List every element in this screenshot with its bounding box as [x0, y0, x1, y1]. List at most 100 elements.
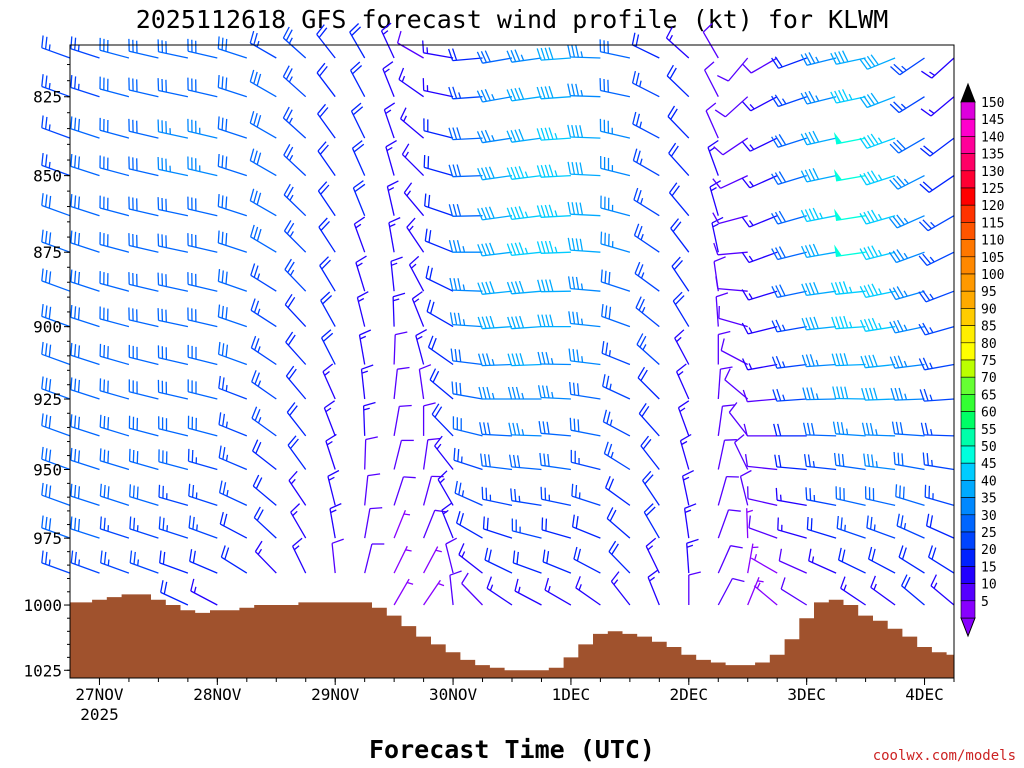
- barb-feather: [222, 38, 223, 50]
- barb-feather: [75, 271, 76, 283]
- colorbar-swatch: [961, 515, 975, 532]
- barb-feather: [75, 195, 76, 207]
- barb-feather: [49, 345, 50, 357]
- barb-feather: [42, 551, 43, 563]
- colorbar-swatch: [961, 549, 975, 566]
- plot-area: [42, 23, 954, 678]
- colorbar-label: 90: [981, 302, 997, 317]
- barb-half-feather: [226, 385, 227, 391]
- barb-feather: [403, 477, 415, 478]
- colorbar-label: 20: [981, 543, 997, 558]
- barb-feather: [193, 485, 194, 497]
- barb-feather: [104, 416, 105, 428]
- barb-feather: [75, 379, 76, 391]
- barb-half-feather: [197, 525, 198, 531]
- barb-feather: [75, 118, 76, 130]
- barb-feather: [42, 153, 43, 165]
- barb-feather: [902, 453, 903, 465]
- barb-feather: [574, 419, 575, 431]
- barb-half-feather: [79, 560, 80, 566]
- barb-feather: [546, 519, 547, 531]
- colorbar-label: 120: [981, 199, 1004, 214]
- barb-feather: [71, 343, 72, 355]
- colorbar-label: 25: [981, 526, 997, 541]
- wind-barb: [42, 413, 70, 436]
- colorbar-label: 35: [981, 492, 997, 507]
- barb-feather: [570, 418, 571, 430]
- colorbar: 1501451401351301251201151101051009590858…: [961, 84, 1004, 636]
- colorbar-swatch: [961, 480, 975, 497]
- barb-feather: [42, 36, 43, 48]
- colorbar-swatch: [961, 136, 975, 153]
- y-tick-label: 825: [33, 88, 62, 107]
- barb-staff: [42, 281, 70, 291]
- barb-half-feather: [79, 84, 80, 90]
- colorbar-swatch: [961, 205, 975, 222]
- barb-feather: [218, 194, 219, 206]
- barb-feather: [46, 37, 47, 49]
- barb-feather: [46, 117, 47, 129]
- credit-link[interactable]: coolwx.com/models: [873, 748, 1016, 764]
- barb-feather: [42, 74, 43, 86]
- barb-feather: [108, 486, 109, 498]
- barb-staff: [42, 206, 70, 216]
- colorbar-label: 95: [981, 285, 997, 300]
- barb-feather: [222, 195, 223, 207]
- barb-feather: [42, 413, 43, 425]
- colorbar-swatch: [961, 291, 975, 308]
- y-tick-label: 925: [33, 390, 62, 409]
- barb-feather: [896, 484, 897, 496]
- barb-feather: [578, 419, 579, 431]
- colorbar-swatch: [961, 377, 975, 394]
- wind-barb: [42, 269, 70, 292]
- barb-feather: [71, 517, 72, 529]
- barb-feather: [71, 36, 72, 48]
- barb-half-feather: [610, 350, 611, 356]
- barb-feather: [71, 270, 72, 282]
- x-tick-label: 30NOV: [429, 685, 478, 704]
- barb-feather: [49, 271, 50, 283]
- barb-feather: [456, 382, 457, 394]
- barb-feather: [137, 487, 138, 499]
- barb-feather: [79, 272, 80, 284]
- barb-feather: [104, 450, 105, 462]
- barb-half-feather: [670, 35, 673, 40]
- colorbar-swatch: [961, 412, 975, 429]
- barb-feather: [454, 448, 455, 460]
- barb-feather: [46, 484, 47, 496]
- colorbar-swatch: [961, 326, 975, 343]
- barb-feather: [46, 552, 47, 564]
- x-tick-label: 2DEC: [670, 685, 709, 704]
- colorbar-swatch: [961, 240, 975, 257]
- wind-barb: [42, 36, 70, 59]
- barb-feather: [226, 197, 227, 209]
- barb-half-feather: [874, 525, 875, 531]
- colorbar-swatch: [961, 257, 975, 274]
- barb-half-feather: [167, 525, 168, 531]
- barb-feather: [71, 305, 72, 317]
- barb-staff: [42, 48, 70, 58]
- barb-feather: [605, 271, 606, 283]
- barb-half-feather: [427, 47, 428, 53]
- barb-feather: [46, 343, 47, 355]
- colorbar-swatch: [961, 274, 975, 291]
- wind-profile-chart: 2025112618 GFS forecast wind profile (kt…: [0, 0, 1024, 768]
- barb-feather: [810, 488, 811, 500]
- barb-feather: [46, 270, 47, 282]
- barb-feather: [42, 116, 43, 128]
- barb-feather: [100, 448, 101, 460]
- colorbar-label: 110: [981, 234, 1004, 249]
- x-tick-label: 29NOV: [311, 685, 360, 704]
- barb-feather: [79, 233, 80, 245]
- colorbar-label: 5: [981, 595, 989, 610]
- barb-feather: [218, 231, 219, 243]
- barb-feather: [79, 486, 80, 498]
- colorbar-label: 45: [981, 457, 997, 472]
- barb-feather: [49, 196, 50, 208]
- x-axis-title: Forecast Time (UTC): [369, 735, 655, 764]
- colorbar-swatch: [961, 188, 975, 205]
- colorbar-swatch: [961, 498, 975, 515]
- colorbar-label: 15: [981, 560, 997, 575]
- barb-feather: [42, 483, 43, 495]
- barb-feather: [898, 453, 899, 465]
